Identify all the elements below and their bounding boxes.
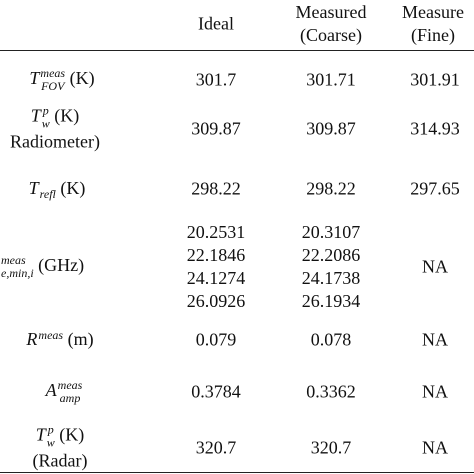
cell-value: 301.91: [410, 69, 460, 90]
cell-value: NA: [422, 329, 448, 350]
table-cell: 0.3362: [306, 381, 356, 404]
symbol: T: [30, 105, 41, 126]
symbol: R: [26, 328, 38, 349]
label-note: Radiometer): [10, 131, 100, 152]
cell-value: 24.1274: [186, 268, 246, 288]
cell-value: 297.65: [410, 178, 460, 199]
unit: (K): [69, 68, 95, 89]
cell-value: 24.1738: [301, 268, 361, 288]
subscript: w: [46, 435, 55, 450]
table-cell: 20.2531 22.1846 24.1274 26.0926: [187, 221, 246, 313]
unit: (K): [54, 105, 80, 126]
table-cell: 20.3107 22.2086 24.1738 26.1934: [302, 221, 361, 313]
cell-value: 320.7: [195, 437, 237, 458]
cell-value: NA: [422, 381, 448, 402]
superscript: p: [42, 103, 49, 118]
superscript: p: [47, 422, 54, 437]
subscript: amp: [59, 391, 81, 405]
cell-value: 0.079: [195, 329, 237, 350]
table-cell: 298.22: [191, 178, 241, 201]
cell-value: 22.2086: [301, 245, 361, 265]
unit: (K): [59, 424, 85, 445]
table-cell: 309.87: [306, 118, 356, 141]
symbol: A: [45, 380, 57, 401]
table-cell: NA: [422, 381, 448, 404]
table-cell: 320.7: [311, 437, 352, 460]
col-header: Measured (Coarse): [296, 1, 367, 47]
col-header-line: (Coarse): [300, 25, 362, 45]
col-header-line: (Fine): [410, 25, 455, 45]
symbol: T: [29, 68, 40, 89]
table-cell: 0.079: [196, 329, 237, 352]
table-cell: 309.87: [191, 118, 241, 141]
cell-value: 314.93: [410, 118, 460, 139]
table-cell: 0.3784: [191, 381, 241, 404]
table-cell: 301.7: [196, 69, 237, 92]
cell-value: NA: [422, 437, 448, 458]
cell-value: 309.87: [306, 118, 356, 139]
cell-value: 0.3784: [191, 381, 241, 402]
col-header: Ideal: [198, 13, 234, 34]
row-label: meas e,min,i (GHz): [0, 254, 84, 280]
cell-value: NA: [422, 256, 448, 277]
table-cell: 0.078: [311, 329, 352, 352]
table-cell: 301.91: [410, 69, 460, 92]
cell-value: 26.0926: [186, 291, 246, 311]
cell-value: 26.1934: [301, 291, 361, 311]
cell-value: 298.22: [191, 178, 241, 199]
subscript: refl: [39, 187, 56, 202]
table-cell: NA: [422, 256, 448, 279]
cell-value: 301.71: [306, 69, 356, 90]
superscript: meas: [57, 378, 83, 392]
cell-value: 0.078: [310, 329, 352, 350]
superscript: meas: [38, 328, 64, 343]
table-cell: 314.93: [410, 118, 460, 141]
cell-value: 309.87: [191, 118, 241, 139]
bottom-rule: [0, 472, 474, 473]
table-cell: 297.65: [410, 178, 460, 201]
header-rule: [0, 50, 474, 51]
subscript: e,min,i: [1, 266, 34, 280]
cell-value: 20.2531: [186, 222, 246, 242]
superscript: meas: [1, 253, 26, 267]
cell-value: 301.7: [195, 69, 237, 90]
col-header-line: Measured: [295, 2, 367, 22]
table-cell: NA: [422, 437, 448, 460]
subscript: FOV: [41, 79, 65, 93]
cell-value: 320.7: [310, 437, 352, 458]
table-cell: 301.71: [306, 69, 356, 92]
superscript: meas: [40, 66, 66, 80]
cell-value: 22.1846: [186, 245, 246, 265]
cell-value: 298.22: [306, 178, 356, 199]
unit: (m): [67, 328, 94, 349]
unit: (GHz): [38, 255, 85, 276]
table-cell: 298.22: [306, 178, 356, 201]
table-cell: 320.7: [196, 437, 237, 460]
cell-value: 0.3362: [306, 381, 356, 402]
cell-value: 20.3107: [301, 222, 361, 242]
col-header: Measure (Fine): [402, 1, 464, 47]
subscript: w: [41, 116, 50, 131]
unit: (K): [60, 177, 86, 198]
col-header-line: Measure: [402, 2, 464, 22]
symbol: T: [35, 424, 46, 445]
label-note: (Radar): [32, 450, 88, 471]
symbol: T: [28, 177, 39, 198]
table-cell: NA: [422, 329, 448, 352]
